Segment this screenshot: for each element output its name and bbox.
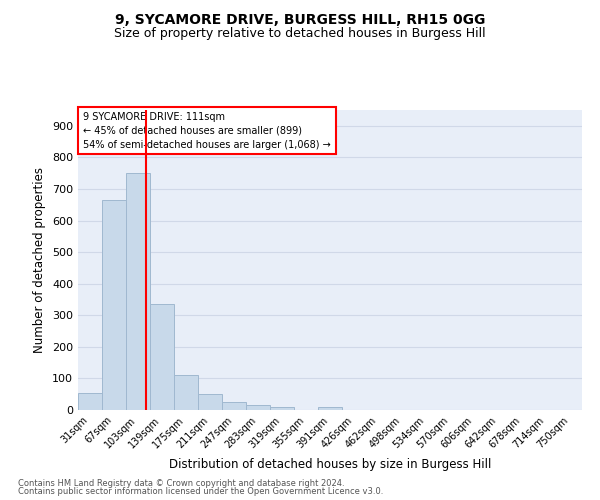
Bar [102,200,126,410]
Bar [150,304,174,410]
Bar [318,407,342,410]
Bar [174,376,198,410]
Text: 9 SYCAMORE DRIVE: 111sqm
← 45% of detached houses are smaller (899)
54% of semi-: 9 SYCAMORE DRIVE: 111sqm ← 45% of detach… [83,112,331,150]
X-axis label: Distribution of detached houses by size in Burgess Hill: Distribution of detached houses by size … [169,458,491,471]
Bar [78,392,102,410]
Bar [126,173,150,410]
Bar [270,407,294,410]
Bar [198,394,222,410]
Text: Contains public sector information licensed under the Open Government Licence v3: Contains public sector information licen… [18,487,383,496]
Bar [222,402,246,410]
Y-axis label: Number of detached properties: Number of detached properties [34,167,46,353]
Text: 9, SYCAMORE DRIVE, BURGESS HILL, RH15 0GG: 9, SYCAMORE DRIVE, BURGESS HILL, RH15 0G… [115,12,485,26]
Text: Contains HM Land Registry data © Crown copyright and database right 2024.: Contains HM Land Registry data © Crown c… [18,478,344,488]
Bar [246,406,270,410]
Text: Size of property relative to detached houses in Burgess Hill: Size of property relative to detached ho… [114,28,486,40]
